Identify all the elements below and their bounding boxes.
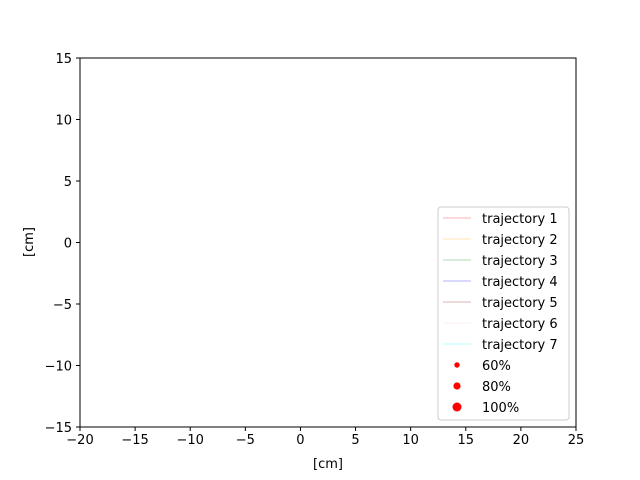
legend-label-trajectory-1: trajectory 1 [482,212,558,227]
x-tick-label: 15 [458,433,475,448]
legend: trajectory 1 trajectory 2 trajectory 3 traj… [437,206,570,421]
x-axis-label: [cm] [313,457,343,472]
legend-marker-80-percent [453,382,461,390]
legend-label-marker: 60% [482,359,511,374]
y-tick-label: 0 [64,237,72,252]
y-tick-label: 15 [55,52,72,67]
legend-marker-60-percent [454,362,460,368]
y-tick-label: 5 [64,175,72,190]
x-tick-label: 20 [513,433,530,448]
x-tick-label: −15 [121,433,148,448]
y-tick-label: −5 [53,298,72,313]
y-axis-ticks: −15 −10 −5 0 5 10 15 [45,52,80,436]
y-axis-label: [cm] [22,227,37,257]
x-tick-label: −20 [66,433,93,448]
legend-entries: trajectory 1 trajectory 2 trajectory 3 traj… [443,212,558,416]
y-tick-label: 10 [55,114,72,129]
legend-label-trajectory-6: trajectory 6 [482,317,558,332]
legend-label-trajectory-3: trajectory 3 [482,254,558,269]
x-tick-label: 10 [402,433,419,448]
x-tick-label: 0 [296,433,304,448]
y-tick-label: −15 [45,421,72,436]
legend-label-marker: 100% [482,401,519,416]
legend-marker-100-percent [452,402,462,412]
legend-box [437,206,570,421]
x-tick-label: 25 [568,433,585,448]
x-axis-ticks: −20 −15 −10 −5 0 5 10 15 20 25 [66,427,584,448]
legend-label-trajectory-5: trajectory 5 [482,296,558,311]
x-tick-label: 5 [351,433,359,448]
legend-label-trajectory-2: trajectory 2 [482,233,558,248]
legend-label-trajectory-4: trajectory 4 [482,275,558,290]
y-tick-label: −10 [45,360,72,375]
legend-label-marker: 80% [482,380,511,395]
legend-label-trajectory-7: trajectory 7 [482,338,558,353]
x-tick-label: −10 [177,433,204,448]
x-tick-label: −5 [236,433,255,448]
